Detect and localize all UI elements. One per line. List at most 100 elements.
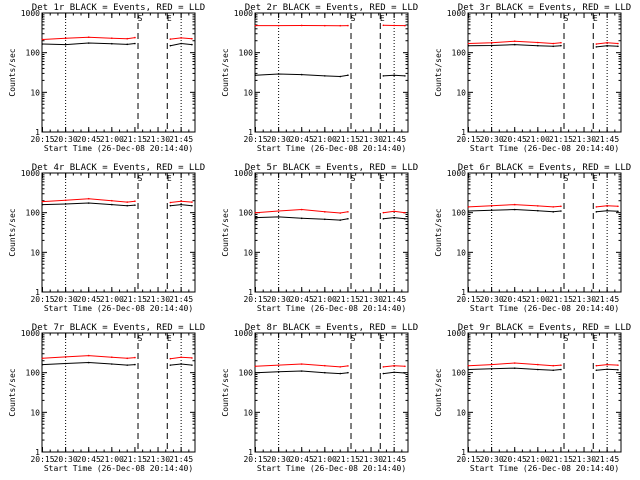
events-point [552, 211, 555, 213]
y-tick-label: 1 [461, 288, 466, 297]
events-point [300, 217, 303, 220]
events-point [180, 363, 182, 365]
x-tick-label: 21:30 [146, 295, 170, 304]
events-point [64, 203, 67, 205]
lld-series-line [42, 198, 135, 203]
x-axis-label: Start Time (26-Dec-08 20:14:40) [44, 144, 193, 153]
y-axis-label: Counts/sec [221, 208, 230, 256]
events-point [347, 218, 349, 220]
x-tick-label: 20:15 [243, 455, 267, 464]
x-tick-label: 21:45 [595, 455, 619, 464]
events-point [134, 204, 136, 206]
x-tick-label: 20:15 [243, 135, 267, 144]
events-point [180, 203, 182, 206]
y-tick-label: 1000 [234, 9, 253, 18]
y-tick-label: 1 [248, 448, 253, 457]
end-marker: E [380, 14, 385, 23]
x-axis-label: Start Time (26-Dec-08 20:14:40) [470, 304, 619, 313]
x-tick-label: 21:30 [572, 455, 596, 464]
events-point [254, 74, 257, 77]
y-axis-label: Counts/sec [434, 368, 443, 416]
x-tick-label: 21:45 [595, 135, 619, 144]
lld-point [537, 41, 539, 44]
x-tick-label: 21:45 [169, 135, 193, 144]
y-tick-label: 10 [30, 248, 40, 257]
lld-point [537, 205, 539, 207]
lld-point [277, 24, 280, 27]
start-marker: S [564, 14, 569, 23]
lld-point [606, 204, 608, 207]
x-tick-label: 20:15 [30, 455, 54, 464]
lld-point [595, 206, 598, 208]
events-point [126, 204, 129, 207]
x-tick-label: 20:15 [30, 135, 54, 144]
x-tick-label: 20:15 [456, 135, 480, 144]
lld-point [300, 363, 303, 365]
lld-point [134, 356, 136, 359]
x-tick-label: 20:45 [77, 455, 101, 464]
events-point [513, 367, 516, 369]
events-point [277, 216, 280, 218]
y-tick-label: 10 [243, 408, 253, 417]
x-tick-label: 21:30 [572, 135, 596, 144]
y-tick-label: 10 [30, 88, 40, 97]
lld-series-line [255, 363, 348, 368]
events-point [300, 370, 303, 372]
y-tick-label: 100 [452, 209, 467, 218]
lld-point [404, 211, 406, 214]
lld-point [617, 364, 619, 366]
y-tick-label: 1 [248, 128, 253, 137]
events-point [180, 42, 182, 45]
y-tick-label: 100 [239, 49, 254, 58]
x-tick-label: 20:45 [503, 295, 527, 304]
detector-panel: Det 6r BLACK = Events, RED = LLD 1 10 100 10… [434, 163, 631, 313]
x-axis-label: Start Time (26-Dec-08 20:14:40) [44, 304, 193, 313]
events-series-line [255, 216, 348, 221]
lld-point [513, 362, 516, 364]
x-tick-label: 21:15 [336, 295, 360, 304]
events-point [64, 43, 67, 46]
x-axis-label: Start Time (26-Dec-08 20:14:40) [257, 464, 406, 473]
events-point [254, 371, 257, 374]
x-tick-label: 21:00 [313, 135, 337, 144]
x-tick-label: 21:15 [549, 295, 573, 304]
x-tick-label: 21:45 [382, 455, 406, 464]
end-marker: E [167, 174, 172, 183]
y-tick-label: 10 [456, 88, 466, 97]
x-tick-label: 20:15 [243, 295, 267, 304]
events-point [300, 73, 303, 76]
panel-title: Det 5r BLACK = Events, RED = LLD [245, 163, 418, 173]
x-tick-label: 21:15 [549, 135, 573, 144]
end-marker: E [380, 174, 385, 183]
lld-point [64, 199, 67, 202]
y-tick-label: 1000 [234, 329, 253, 338]
lld-point [393, 210, 395, 213]
lld-point [393, 24, 395, 27]
events-point [169, 204, 172, 207]
start-marker: S [351, 334, 356, 343]
events-point [560, 210, 562, 212]
x-axis-label: Start Time (26-Dec-08 20:14:40) [470, 144, 619, 153]
lld-point [347, 365, 349, 367]
plot-frame [254, 332, 409, 453]
lld-point [134, 200, 136, 202]
lld-series-line [468, 40, 561, 45]
lld-point [347, 211, 349, 213]
events-point [404, 218, 406, 220]
x-tick-label: 21:15 [336, 135, 360, 144]
y-tick-label: 1000 [21, 329, 40, 338]
events-point [617, 210, 619, 213]
lld-point [41, 38, 44, 41]
lld-point [254, 211, 257, 214]
events-point [606, 368, 608, 371]
lld-point [490, 41, 493, 44]
lld-point [169, 38, 172, 40]
lld-point [111, 356, 113, 359]
y-tick-label: 1000 [447, 9, 466, 18]
y-tick-label: 100 [239, 209, 254, 218]
y-tick-label: 10 [456, 248, 466, 257]
x-tick-label: 20:45 [290, 455, 314, 464]
events-point [606, 209, 608, 212]
lld-point [490, 363, 493, 366]
x-tick-label: 21:30 [146, 135, 170, 144]
